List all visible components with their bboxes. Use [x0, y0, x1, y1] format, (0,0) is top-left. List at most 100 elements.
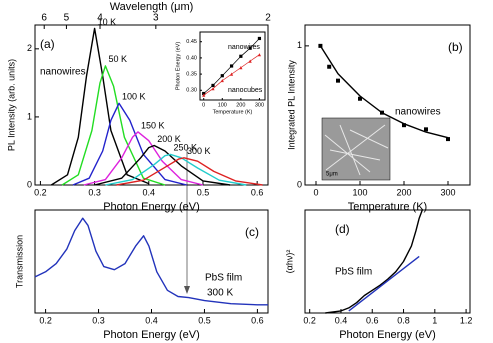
- y-axis-label: Photon Energy (eV): [175, 42, 181, 90]
- sem-texture: [324, 124, 389, 176]
- top-tick-label: 5: [64, 13, 70, 24]
- y-tick-label: 0.40: [186, 55, 197, 61]
- top-axis-label: Wavelength (μm): [110, 1, 194, 13]
- series-line: [116, 157, 263, 186]
- point: [327, 64, 332, 69]
- top-tick-label: 2: [265, 13, 271, 24]
- plot-frame: [304, 24, 471, 186]
- x-tick-label: 0.2: [39, 315, 52, 325]
- series-label: 150 K: [141, 120, 165, 130]
- top-tick-label: 3: [153, 13, 159, 24]
- series-line: [325, 209, 423, 314]
- x-axis-label: Photon Energy (eV): [103, 329, 200, 341]
- x-tick-label: 0.4: [145, 315, 158, 325]
- x-tick-label: 200: [396, 187, 411, 197]
- x-tick-label: 200: [236, 102, 245, 108]
- x-tick-label: 300: [440, 187, 455, 197]
- plot-frame: [34, 24, 269, 186]
- series-label: nanocubes: [228, 87, 263, 94]
- annotation: (a): [40, 37, 55, 51]
- point: [318, 43, 323, 48]
- point: [248, 59, 252, 63]
- series-label: 100 K: [122, 92, 146, 102]
- annotation: nanowires: [395, 107, 441, 118]
- y-axis-label: Transmission: [14, 235, 24, 288]
- y-tick-label: 1: [297, 40, 302, 50]
- series-label: 10 K: [98, 17, 117, 27]
- top-tick-label: 6: [41, 13, 47, 24]
- point: [220, 78, 224, 83]
- point: [446, 137, 450, 142]
- x-tick-label: 100: [218, 102, 227, 108]
- point: [229, 72, 234, 76]
- plot-frame: [304, 209, 471, 314]
- point: [424, 127, 428, 132]
- point: [402, 123, 406, 128]
- point: [211, 83, 215, 88]
- x-tick-label: 1: [432, 315, 437, 325]
- y-tick-label: 2: [27, 43, 32, 53]
- x-axis-label: Temperature (K): [213, 109, 253, 115]
- point: [358, 96, 362, 101]
- x-tick-label: 1.2: [460, 315, 473, 325]
- y-tick-label: 1: [27, 111, 32, 121]
- x-axis-label: Temperature (K): [348, 201, 427, 213]
- annotation: (b): [448, 40, 463, 54]
- x-tick-label: 0.3: [88, 187, 101, 197]
- y-axis-label: (αhν)²: [284, 250, 294, 274]
- series-line: [319, 45, 449, 139]
- x-tick-label: 0.4: [335, 315, 348, 325]
- series-label: 200 K: [157, 134, 181, 144]
- series-line: [50, 27, 150, 186]
- x-tick-label: 0.2: [303, 315, 316, 325]
- x-tick-label: 0.6: [251, 187, 264, 197]
- point: [202, 93, 206, 97]
- y-tick-label: 0: [297, 179, 302, 189]
- point: [257, 36, 262, 41]
- x-tick-label: 0: [202, 102, 205, 108]
- series-line: [72, 102, 187, 186]
- series-line: [61, 65, 166, 186]
- series-line: [348, 255, 420, 312]
- x-axis-label: Photon Energy (eV): [339, 329, 436, 341]
- point: [336, 78, 340, 83]
- annotation: (c): [245, 225, 259, 239]
- series-label: 250 K: [173, 143, 197, 153]
- x-tick-label: 0.3: [92, 315, 105, 325]
- x-tick-label: 0.5: [197, 187, 210, 197]
- series-line: [34, 217, 268, 306]
- series-label: 300 K: [187, 146, 211, 156]
- x-tick-label: 0.6: [366, 315, 379, 325]
- point: [248, 46, 252, 50]
- y-tick-label: 0.30: [186, 88, 197, 94]
- x-axis-label: Photon Energy (eV): [103, 201, 200, 213]
- point: [220, 74, 224, 78]
- series-line: [83, 131, 204, 186]
- y-axis-label: PL Intensity (arb. units): [6, 59, 16, 151]
- y-tick-label: 0: [27, 179, 32, 189]
- top-tick-label: 4: [97, 13, 103, 24]
- annotation: PbS film: [335, 267, 372, 278]
- x-tick-label: 100: [352, 187, 367, 197]
- series-line: [105, 153, 247, 186]
- x-tick-label: 0: [313, 187, 318, 197]
- annotation: PbS film: [205, 273, 242, 284]
- x-tick-label: 0.4: [143, 187, 156, 197]
- x-tick-label: 0.8: [397, 315, 410, 325]
- annotation: (d): [335, 222, 350, 236]
- point: [239, 54, 243, 58]
- x-tick-label: 0.6: [251, 315, 264, 325]
- arrow-head: [184, 286, 190, 294]
- x-tick-label: 300: [255, 102, 264, 108]
- plot-frame: [199, 31, 266, 101]
- series-label: nanowires: [228, 44, 260, 51]
- point: [211, 87, 215, 91]
- sem-image: [321, 117, 391, 181]
- y-tick-label: 0.45: [186, 39, 197, 45]
- annotation: 300 K: [207, 288, 233, 299]
- annotation: nanowires: [40, 67, 86, 78]
- point: [239, 66, 243, 70]
- point: [257, 53, 262, 57]
- x-tick-label: 0.2: [34, 187, 47, 197]
